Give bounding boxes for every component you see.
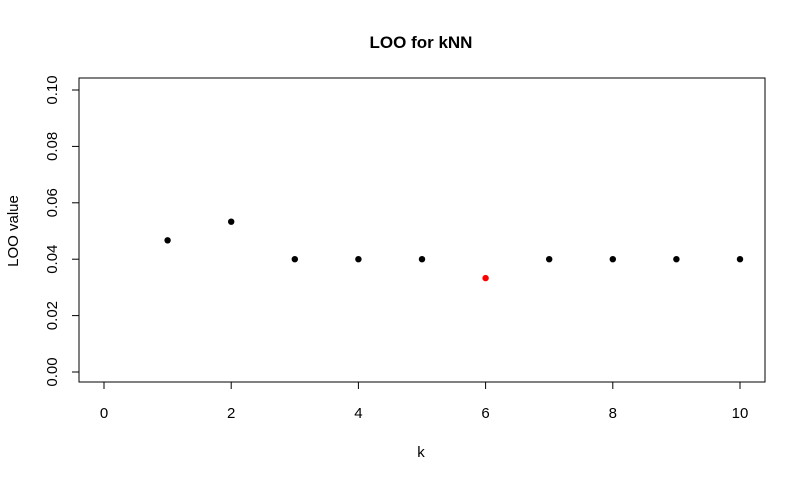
- data-point: [546, 256, 553, 263]
- y-tick-label: 0.06: [44, 188, 61, 217]
- y-tick-label: 0.02: [44, 301, 61, 330]
- y-axis-label: LOO value: [5, 195, 22, 267]
- x-axis-label: k: [417, 444, 425, 461]
- data-point: [609, 256, 616, 263]
- y-axis: 0.00 0.02 0.04 0.06 0.08 0.10: [44, 75, 80, 387]
- x-tick-label: 10: [732, 405, 749, 422]
- x-axis: 0 2 4 6 8 10: [100, 381, 749, 422]
- y-tick-label: 0.08: [44, 132, 61, 161]
- plot-frame: [78, 77, 766, 383]
- x-tick-label: 2: [227, 405, 235, 422]
- data-point: [355, 256, 362, 263]
- chart-title: LOO for kNN: [370, 33, 473, 52]
- data-point: [673, 256, 680, 263]
- data-point: [164, 237, 171, 244]
- y-tick-label: 0.10: [44, 75, 61, 104]
- x-tick-label: 0: [100, 405, 108, 422]
- data-point: [418, 256, 426, 263]
- data-point: [228, 218, 235, 225]
- y-tick-label: 0.00: [44, 357, 61, 386]
- data-point: [736, 256, 744, 263]
- data-point: [482, 274, 489, 282]
- y-tick-label: 0.04: [44, 245, 61, 274]
- x-tick-label: 6: [481, 405, 489, 422]
- x-tick-label: 4: [354, 405, 362, 422]
- data-points: [164, 218, 744, 282]
- x-tick-label: 8: [609, 405, 617, 422]
- data-point: [291, 256, 298, 263]
